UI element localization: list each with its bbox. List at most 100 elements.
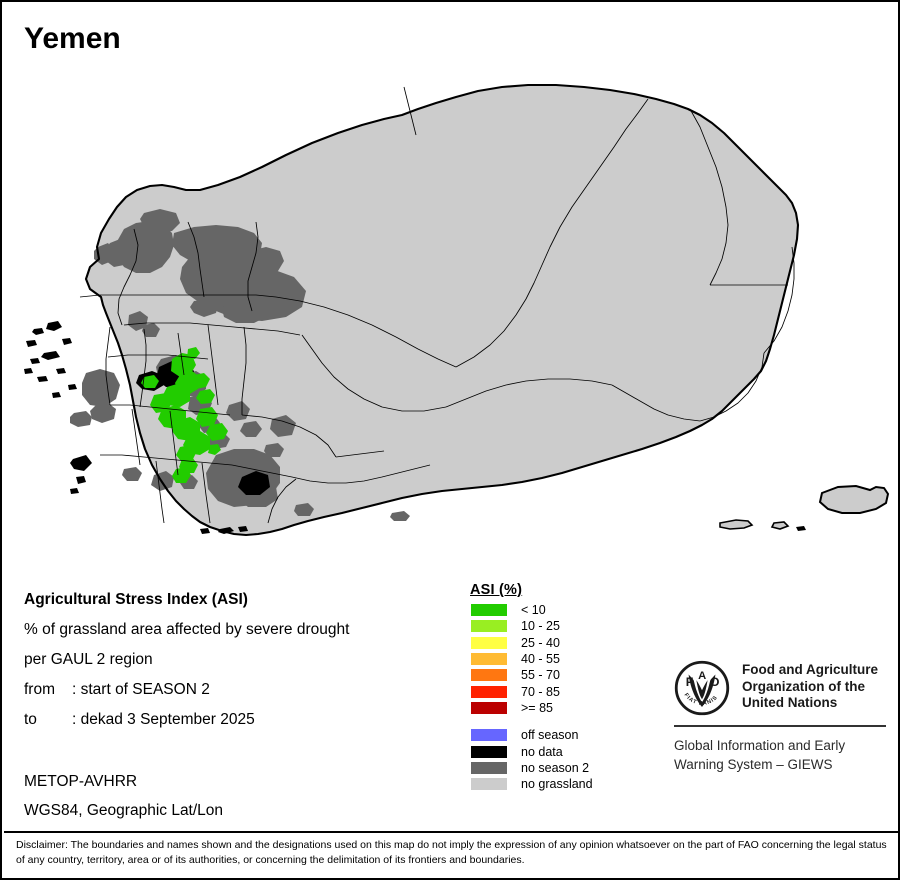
- no-season-2-patch-central-a: [128, 311, 148, 331]
- legend-swatch-no-grassland: [470, 777, 508, 792]
- legend-row[interactable]: >= 85: [470, 700, 660, 716]
- yemen-mainland-fill: [86, 85, 798, 535]
- adm1-line-k: [241, 326, 247, 415]
- samhah-island: [770, 521, 790, 530]
- adm1-line-u: [275, 296, 457, 368]
- legend-label-asi-4: 55 - 70: [521, 668, 560, 683]
- adm1-line-j: [207, 324, 219, 406]
- legend-row[interactable]: 10 - 25: [470, 618, 660, 634]
- asi-green-patch-p: [187, 347, 200, 359]
- legend-label-no-grassland: no grassland: [521, 777, 593, 792]
- legend-swatch-no-season-2: [470, 760, 508, 775]
- red-sea-island-e: [41, 351, 60, 360]
- fao-logo-icon: F A O FIAT PANIS: [674, 660, 730, 716]
- legend-row[interactable]: < 10: [470, 602, 660, 618]
- adm1-line-s: [231, 464, 346, 484]
- red-sea-island-c: [26, 340, 37, 347]
- legend-row[interactable]: 55 - 70: [470, 667, 660, 683]
- source-sensor: METOP-AVHRR: [24, 773, 138, 790]
- no-data-patch-e: [238, 471, 270, 495]
- map-legend: ASI (%) < 10 10 - 25 25 - 40 40 - 55 55 …: [470, 582, 660, 792]
- no-season-2-patch-nw-g: [140, 209, 180, 233]
- asi-under-10-layer: [141, 347, 228, 483]
- fao-name-line-1: Food and Agriculture: [742, 662, 878, 677]
- no-season-2-patch-central-i: [240, 421, 262, 437]
- red-sea-island-b: [32, 328, 44, 335]
- giews-line-1: Global Information and Early: [674, 738, 846, 753]
- fao-branding-block: F A O FIAT PANIS Food and Agriculture Or…: [674, 660, 886, 774]
- darsah-island: [796, 526, 806, 531]
- adm1-line-t: [301, 334, 447, 412]
- map-canvas[interactable]: [4, 57, 898, 547]
- legend-row[interactable]: no data: [470, 743, 660, 759]
- page-title: Yemen: [24, 22, 121, 55]
- yemen-map-svg[interactable]: [4, 57, 898, 547]
- giews-line-2: Warning System – GIEWS: [674, 757, 833, 772]
- adm1-line-q: [201, 462, 211, 524]
- asi-green-patch-a: [171, 353, 196, 377]
- abd-al-kuri-island: [719, 519, 754, 530]
- adm1-line-aa: [689, 108, 729, 286]
- red-sea-island-k: [52, 392, 61, 398]
- legend-row[interactable]: 40 - 55: [470, 651, 660, 667]
- legend-row[interactable]: 25 - 40: [470, 635, 660, 651]
- adm1-line-v: [445, 378, 613, 408]
- red-sea-island-f: [30, 358, 40, 364]
- caption-line-1: % of grassland area affected by severe d…: [24, 621, 350, 638]
- red-sea-island-m: [76, 476, 86, 484]
- red-sea-island-l: [70, 455, 92, 471]
- no-season-2-patch-central-k: [264, 443, 284, 457]
- aden-coast-dot-c: [200, 528, 210, 534]
- legend-swatch-asi-4: [470, 668, 508, 683]
- legend-spacer: [470, 716, 660, 727]
- legend-label-off-season: off season: [521, 728, 579, 743]
- adm1-line-ad: [345, 464, 431, 484]
- no-season-2-patch-central-j: [270, 415, 296, 437]
- no-season-2-patch-nw-i: [222, 301, 266, 323]
- legend-swatch-asi-1: [470, 619, 508, 634]
- no-season-2-patch-nw-a: [115, 221, 174, 273]
- legend-label-asi-2: 25 - 40: [521, 635, 560, 650]
- adm1-line-af: [267, 478, 297, 524]
- legend-swatch-asi-6: [470, 700, 508, 715]
- fao-name-text: Food and Agriculture Organization of the…: [742, 660, 878, 712]
- legend-swatch-asi-5: [470, 684, 508, 699]
- adm1-line-d: [79, 294, 277, 298]
- no-season-2-patch-central-b: [142, 323, 160, 337]
- caption-from-row: from: start of SEASON 2: [24, 675, 454, 705]
- adm1-line-x: [455, 98, 649, 368]
- no-season-2-patch-west-coast: [82, 369, 120, 407]
- legend-row[interactable]: off season: [470, 727, 660, 743]
- red-sea-island-d: [62, 338, 72, 345]
- legend-row[interactable]: 70 - 85: [470, 683, 660, 699]
- caption-block: Agricultural Stress Index (ASI) % of gra…: [24, 585, 454, 735]
- red-sea-island-j: [68, 384, 77, 390]
- fao-name-line-2: Organization of the: [742, 678, 865, 694]
- adm1-line-w: [611, 384, 701, 422]
- fao-name-line-3: United Nations: [742, 695, 838, 710]
- socotra-island-fill: [818, 484, 890, 514]
- no-season-2-patch-nw-f: [248, 247, 284, 273]
- legend-row[interactable]: no season 2: [470, 760, 660, 776]
- adm1-line-n: [169, 410, 179, 476]
- asi-green-patch-l: [206, 423, 228, 441]
- no-season-2-patch-west-coast-c: [70, 411, 92, 427]
- red-sea-island-g: [56, 368, 66, 374]
- giews-text: Global Information and Early Warning Sys…: [674, 736, 886, 774]
- adm0-outline: [84, 83, 800, 537]
- asi-green-patch-o: [141, 375, 159, 388]
- legend-label-asi-0: < 10: [521, 603, 546, 618]
- red-sea-island-n: [70, 488, 79, 494]
- svg-text:F: F: [686, 675, 694, 689]
- adm1-line-ae: [335, 450, 385, 458]
- legend-swatch-asi-3: [470, 652, 508, 667]
- adm1-line-z: [763, 246, 795, 354]
- adm1-line-i: [177, 332, 185, 376]
- country-base-layer: [86, 85, 798, 535]
- caption-from-value: : start of SEASON 2: [72, 681, 210, 698]
- legend-row[interactable]: no grassland: [470, 776, 660, 792]
- adm1-line-a: [117, 228, 139, 326]
- no-season-2-layer: [70, 209, 410, 521]
- no-season-2-patch-south-g: [390, 511, 410, 521]
